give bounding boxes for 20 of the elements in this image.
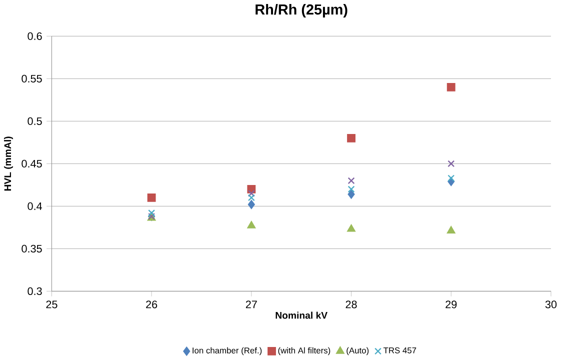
x-tick-label: 27 (246, 300, 257, 308)
legend-label: TRS 457 (383, 347, 416, 354)
y-tick-label: 0.35 (22, 244, 42, 253)
y-tick-label: 0.3 (28, 287, 42, 296)
x-axis-title: Nominal kV (276, 312, 328, 319)
x-tick-label: 26 (146, 300, 158, 308)
y-tick-label: 0.4 (28, 202, 42, 210)
y-tick-label: 0.6 (28, 32, 42, 40)
y-tick-label: 0.55 (22, 74, 42, 83)
x-tick-label: 28 (346, 300, 357, 308)
y-tick-label: 0.5 (28, 117, 42, 126)
x-tick-label: 25 (46, 300, 58, 308)
legend-label: (Auto) (346, 347, 369, 356)
y-tick-label: 0.45 (22, 160, 42, 168)
chart-title: Rh/Rh (25µm) (256, 4, 348, 18)
x-tick-label: 29 (446, 300, 457, 308)
legend-label: (with Al filters) (278, 347, 330, 356)
y-axis-title: HVL (mmAl) (4, 136, 13, 191)
x-tick-label: 30 (545, 300, 557, 308)
legend-label: Ion chamber (Ref.) (192, 347, 262, 356)
